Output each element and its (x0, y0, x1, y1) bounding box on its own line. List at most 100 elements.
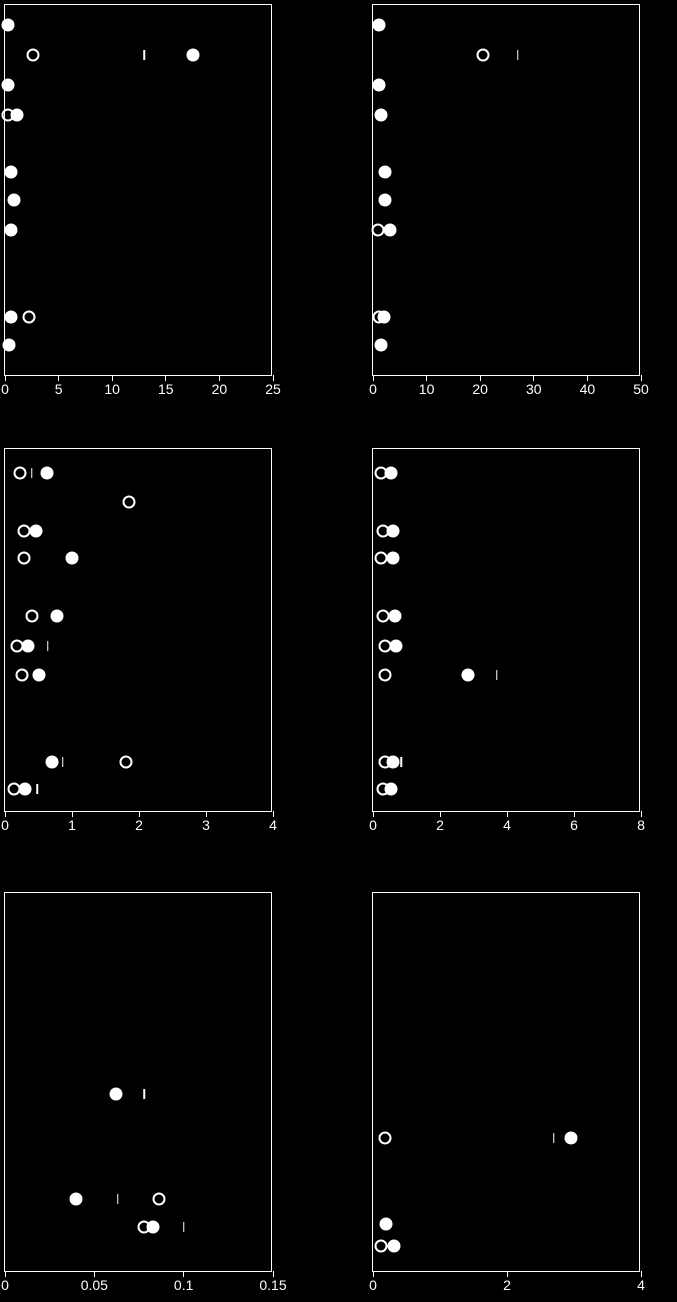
open-marker (379, 1132, 392, 1145)
open-marker (25, 610, 38, 623)
open-marker (122, 495, 135, 508)
open-marker (16, 668, 29, 681)
filled-marker (388, 1240, 401, 1253)
filled-marker (147, 1221, 160, 1234)
filled-marker (2, 19, 15, 32)
panel-p21: 024 (372, 892, 640, 1272)
x-tick-label: 0 (369, 381, 377, 397)
x-tick-label: 0.1 (174, 1277, 193, 1293)
filled-marker (388, 610, 401, 623)
filled-marker (378, 166, 391, 179)
filled-marker (5, 224, 18, 237)
filled-marker (462, 668, 475, 681)
filled-marker (375, 339, 388, 352)
panel-p10: 01234 (4, 448, 272, 812)
x-tick-label: 0.05 (81, 1277, 108, 1293)
filled-marker (186, 49, 199, 62)
panel-p00: 0510152025 (4, 4, 272, 376)
value-tick (183, 1222, 185, 1232)
open-marker (375, 1240, 388, 1253)
filled-marker (385, 783, 398, 796)
open-marker (13, 466, 26, 479)
panel-p11: 02468 (372, 448, 640, 812)
filled-marker (70, 1192, 83, 1205)
filled-marker (387, 524, 400, 537)
open-marker (26, 49, 39, 62)
value-tick (401, 757, 403, 767)
filled-marker (45, 756, 58, 769)
x-tick-label: 5 (55, 381, 63, 397)
value-tick (144, 1089, 146, 1099)
x-tick-label: 4 (269, 817, 277, 833)
open-marker (17, 552, 30, 565)
x-tick-label: 4 (637, 1277, 645, 1293)
open-marker (17, 524, 30, 537)
filled-marker (51, 610, 64, 623)
x-tick-label: 0 (369, 817, 377, 833)
value-tick (47, 641, 49, 651)
filled-marker (377, 311, 390, 324)
filled-marker (19, 783, 32, 796)
x-tick-label: 40 (580, 381, 596, 397)
filled-marker (109, 1088, 122, 1101)
x-tick-label: 10 (104, 381, 120, 397)
x-tick-label: 0 (1, 381, 9, 397)
value-tick (553, 1133, 555, 1143)
filled-marker (387, 756, 400, 769)
open-marker (22, 311, 35, 324)
chart-grid: 051015202501020304050012340246800.050.10… (0, 0, 677, 1302)
filled-marker (29, 524, 42, 537)
x-tick-label: 0 (1, 817, 9, 833)
filled-marker (385, 466, 398, 479)
x-tick-label: 0 (369, 1277, 377, 1293)
plot-area: 01020304050 (372, 4, 640, 376)
value-tick (117, 1194, 119, 1204)
filled-marker (7, 194, 20, 207)
x-tick-label: 0 (1, 1277, 9, 1293)
filled-marker (5, 166, 18, 179)
value-tick (496, 670, 498, 680)
x-tick-label: 50 (633, 381, 649, 397)
x-tick-label: 8 (637, 817, 645, 833)
plot-area: 00.050.10.15 (4, 892, 272, 1272)
panel-p20: 00.050.10.15 (4, 892, 272, 1272)
value-tick (144, 50, 146, 60)
open-marker (152, 1192, 165, 1205)
x-tick-label: 4 (503, 817, 511, 833)
value-tick (31, 468, 33, 478)
filled-marker (10, 108, 23, 121)
panel-p01: 01020304050 (372, 4, 640, 376)
plot-area: 01234 (4, 448, 272, 812)
filled-marker (32, 668, 45, 681)
filled-marker (384, 224, 397, 237)
x-tick-label: 20 (212, 381, 228, 397)
plot-area: 02468 (372, 448, 640, 812)
filled-marker (373, 19, 386, 32)
x-tick-label: 2 (135, 817, 143, 833)
filled-marker (564, 1132, 577, 1145)
plot-area: 024 (372, 892, 640, 1272)
value-tick (62, 757, 64, 767)
x-tick-label: 30 (526, 381, 542, 397)
open-marker (119, 756, 132, 769)
plot-area: 0510152025 (4, 4, 272, 376)
x-tick-label: 2 (503, 1277, 511, 1293)
x-tick-label: 10 (419, 381, 435, 397)
filled-marker (2, 78, 15, 91)
x-tick-label: 2 (436, 817, 444, 833)
filled-marker (3, 339, 16, 352)
filled-marker (373, 78, 386, 91)
value-tick (517, 50, 519, 60)
x-tick-label: 3 (202, 817, 210, 833)
filled-marker (21, 639, 34, 652)
x-tick-label: 1 (68, 817, 76, 833)
x-tick-label: 20 (472, 381, 488, 397)
filled-marker (378, 194, 391, 207)
value-tick (36, 784, 38, 794)
filled-marker (40, 466, 53, 479)
filled-marker (375, 108, 388, 121)
open-marker (378, 668, 391, 681)
filled-marker (380, 1217, 393, 1230)
filled-marker (66, 552, 79, 565)
x-tick-label: 15 (158, 381, 174, 397)
